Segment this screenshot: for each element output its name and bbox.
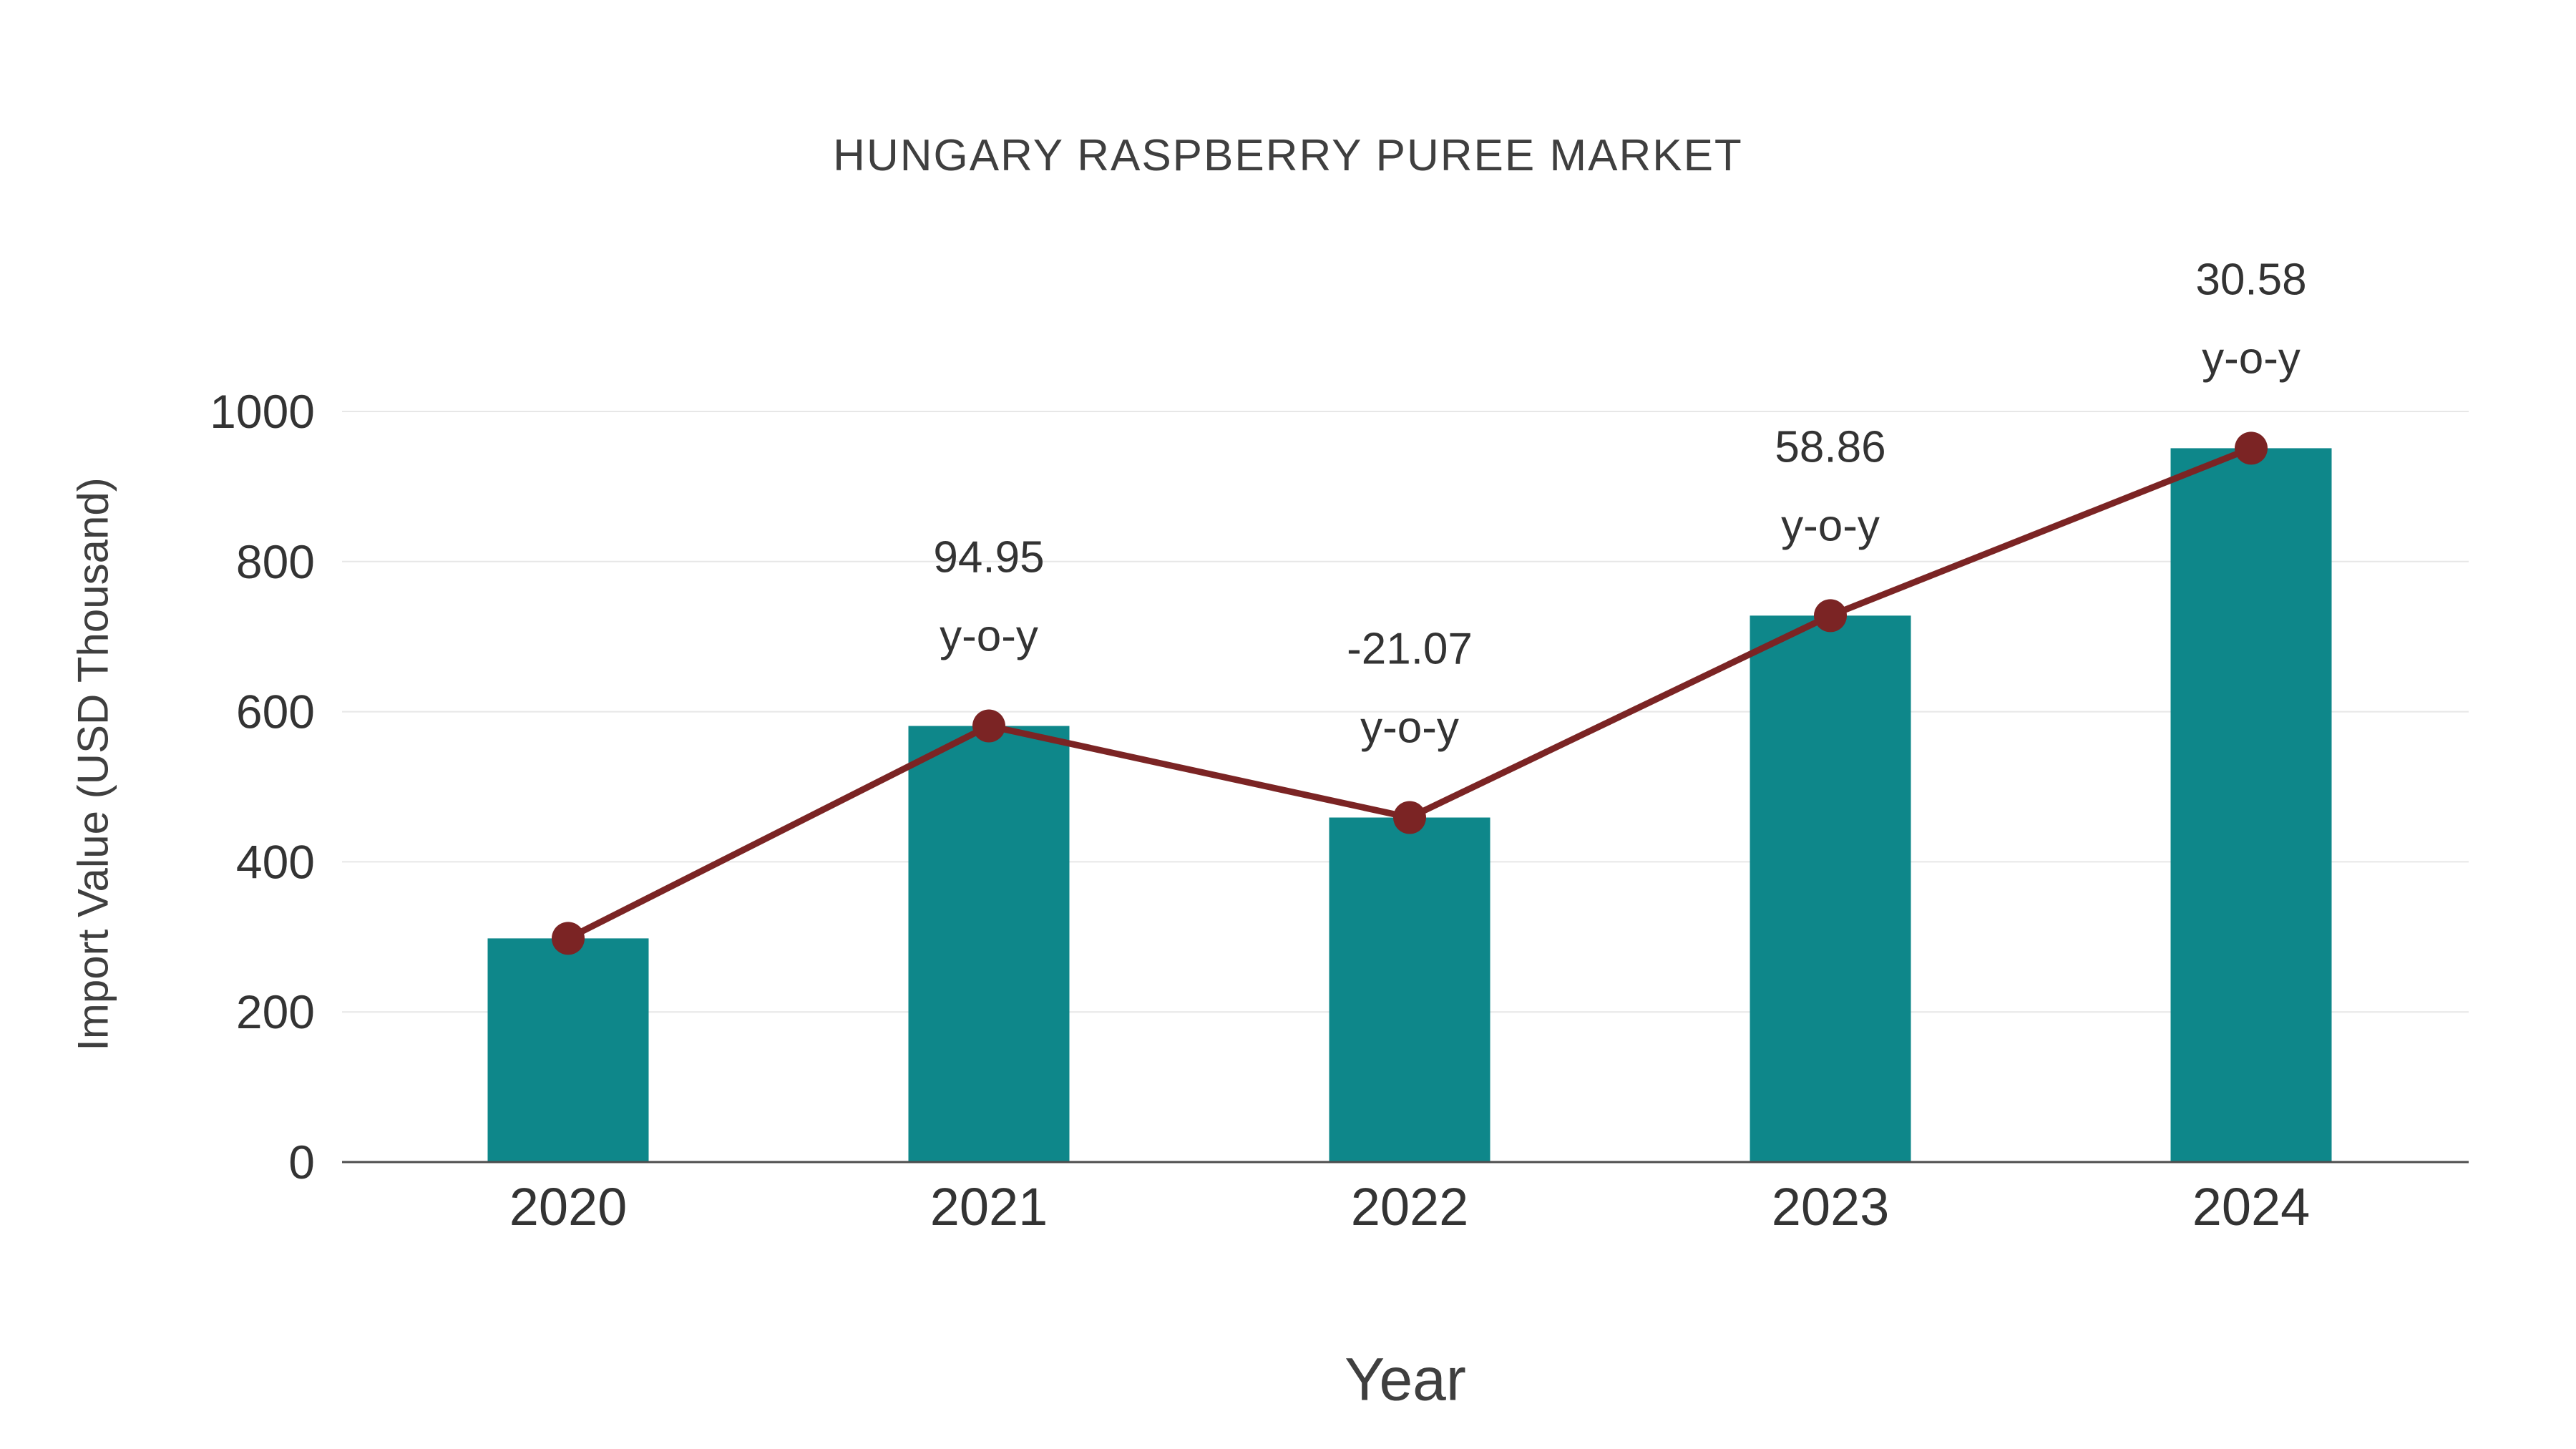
bar-2021 <box>908 726 1070 1162</box>
x-tick-label: 2020 <box>509 1177 628 1236</box>
x-axis-title: Year <box>1345 1345 1466 1413</box>
marker-2023 <box>1814 599 1847 633</box>
bar-2022 <box>1329 817 1491 1162</box>
chart-title: HUNGARY RASPBERRY PUREE MARKET <box>833 131 1743 180</box>
marker-2021 <box>972 709 1005 743</box>
annotation-value-2022: -21.07 <box>1347 625 1473 674</box>
y-tick-label: 1000 <box>210 385 315 438</box>
x-tick-label: 2022 <box>1351 1177 1469 1236</box>
bar-2020 <box>487 938 649 1162</box>
annotation-label-2023: y-o-y <box>1781 501 1880 550</box>
y-tick-label: 600 <box>236 686 315 738</box>
marker-2020 <box>552 922 585 955</box>
annotation-value-2024: 30.58 <box>2195 255 2306 304</box>
annotation-label-2024: y-o-y <box>2202 333 2301 383</box>
y-tick-label: 0 <box>288 1136 315 1189</box>
marker-2024 <box>2235 431 2268 465</box>
x-tick-label: 2023 <box>1772 1177 1890 1236</box>
marker-2022 <box>1393 801 1426 834</box>
bar-2024 <box>2170 448 2332 1162</box>
annotation-label-2021: y-o-y <box>940 612 1038 661</box>
x-tick-label: 2021 <box>930 1177 1048 1236</box>
y-tick-label: 400 <box>236 835 315 888</box>
x-tick-label: 2024 <box>2192 1177 2311 1236</box>
annotation-label-2022: y-o-y <box>1360 703 1459 753</box>
bar-2023 <box>1750 615 1911 1162</box>
y-tick-label: 200 <box>236 985 315 1038</box>
annotation-value-2023: 58.86 <box>1775 422 1885 472</box>
y-tick-label: 800 <box>236 535 315 588</box>
annotation-value-2021: 94.95 <box>933 533 1044 582</box>
